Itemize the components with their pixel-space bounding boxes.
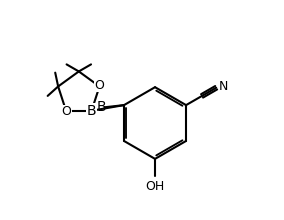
Text: N: N [219, 80, 228, 93]
Text: B: B [97, 100, 106, 114]
Text: OH: OH [145, 180, 165, 192]
Text: B: B [87, 104, 96, 118]
Text: O: O [61, 105, 71, 118]
Text: O: O [95, 79, 105, 92]
